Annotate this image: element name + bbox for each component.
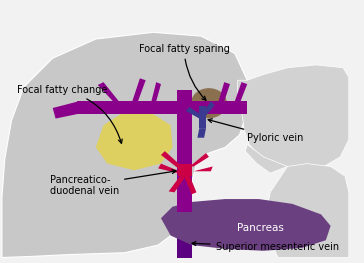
Polygon shape	[53, 101, 79, 119]
Text: Pancreatico-
duodenal vein: Pancreatico- duodenal vein	[50, 170, 176, 196]
Polygon shape	[151, 82, 161, 101]
Polygon shape	[238, 65, 349, 170]
Polygon shape	[190, 166, 213, 171]
Polygon shape	[266, 164, 349, 257]
Text: Superior mesenteric vein: Superior mesenteric vein	[192, 241, 339, 252]
Polygon shape	[190, 153, 209, 166]
Polygon shape	[2, 32, 247, 257]
Polygon shape	[186, 107, 206, 119]
Text: Focal fatty sparing: Focal fatty sparing	[139, 44, 229, 100]
Polygon shape	[96, 113, 173, 170]
Polygon shape	[132, 78, 146, 101]
Polygon shape	[98, 82, 119, 101]
Polygon shape	[201, 101, 215, 116]
Polygon shape	[161, 151, 184, 168]
Polygon shape	[235, 82, 247, 101]
Polygon shape	[177, 207, 192, 257]
Polygon shape	[169, 176, 186, 192]
Polygon shape	[77, 101, 179, 114]
Polygon shape	[177, 90, 192, 211]
Polygon shape	[178, 164, 192, 176]
Polygon shape	[245, 144, 288, 173]
Polygon shape	[199, 106, 206, 128]
Ellipse shape	[192, 89, 226, 118]
Text: Pyloric vein: Pyloric vein	[208, 119, 304, 143]
Polygon shape	[158, 164, 184, 173]
Polygon shape	[218, 82, 230, 101]
Polygon shape	[197, 128, 206, 138]
Polygon shape	[161, 199, 331, 251]
Text: Pancreas: Pancreas	[237, 223, 284, 233]
Polygon shape	[179, 101, 247, 114]
Polygon shape	[184, 176, 197, 194]
Text: Focal fatty change: Focal fatty change	[17, 85, 122, 143]
